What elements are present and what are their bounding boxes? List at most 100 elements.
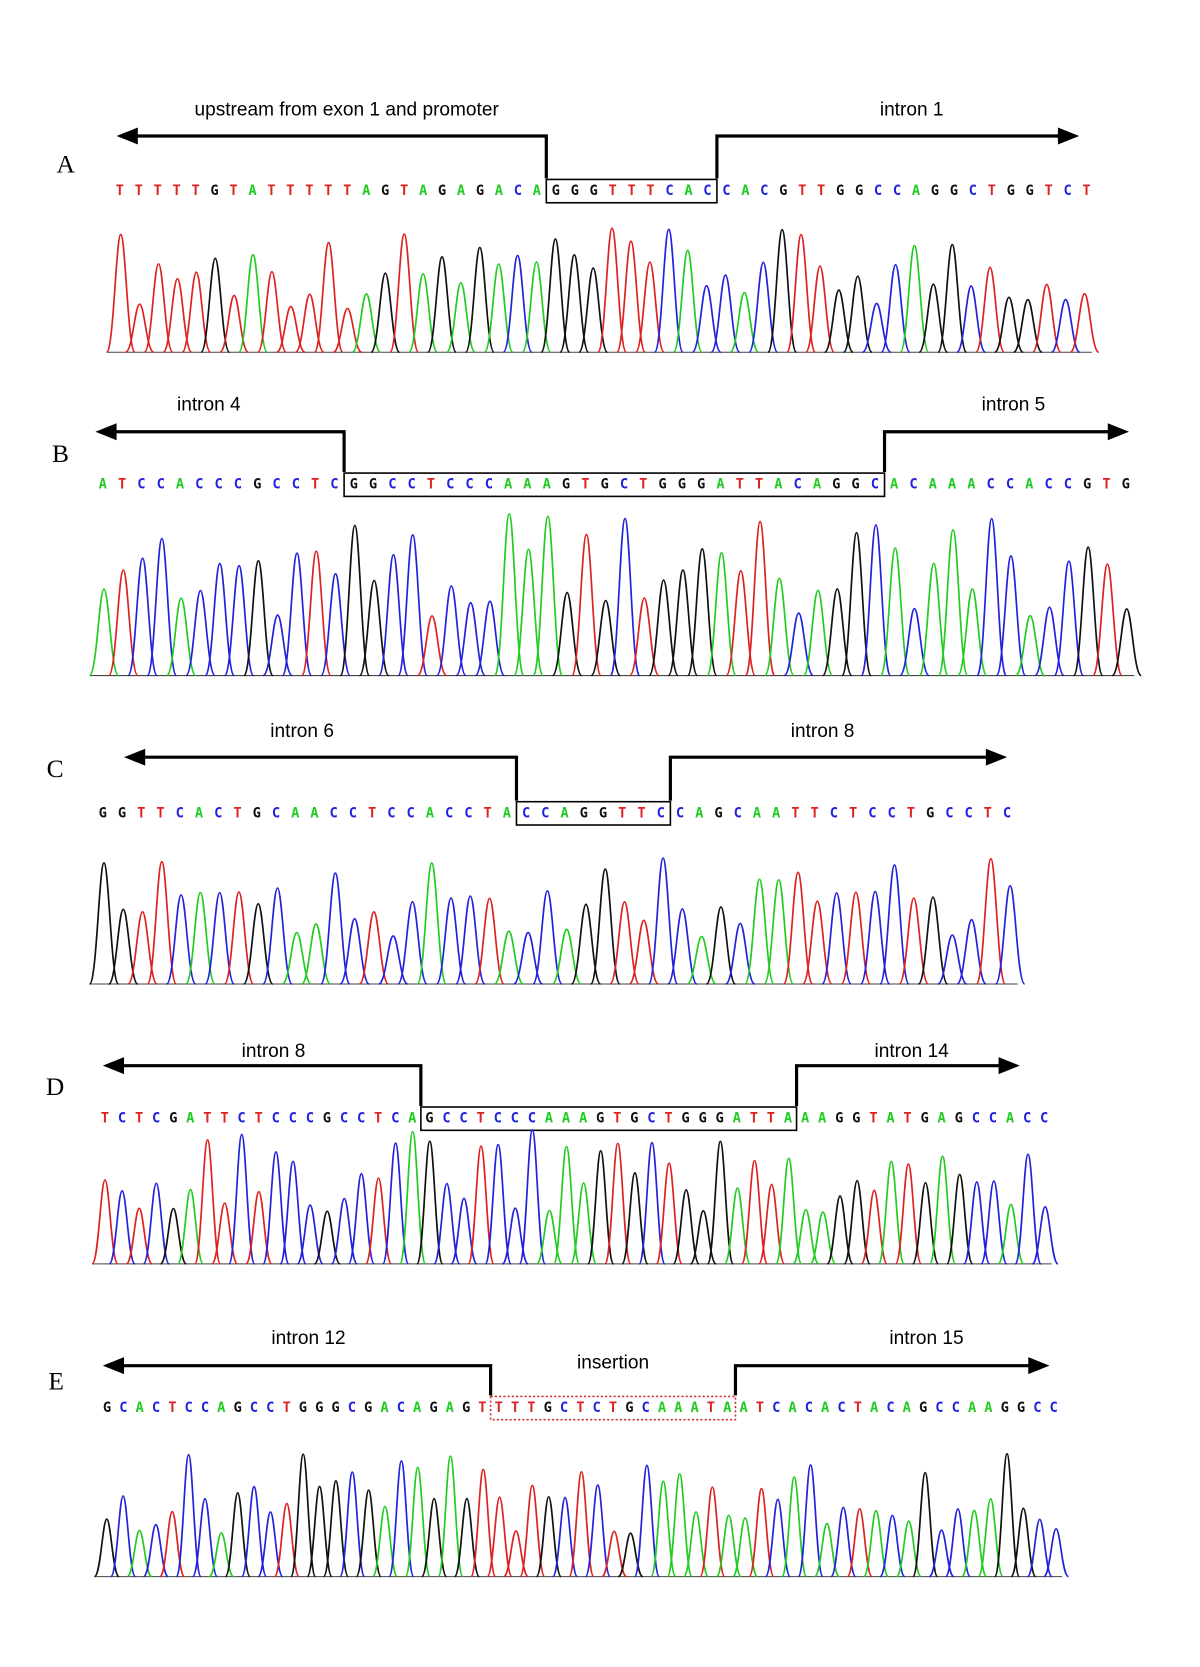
trace-peak	[846, 1508, 873, 1578]
trace-peak	[107, 569, 139, 677]
left-arrow	[121, 1064, 423, 1106]
trace-peak	[127, 557, 158, 677]
trace-peak	[339, 1471, 366, 1578]
trace-peak	[615, 240, 646, 354]
trace-peak	[744, 878, 775, 985]
arrow-head	[985, 748, 1008, 766]
trace-peak	[975, 266, 1006, 354]
trace-peak	[961, 1509, 988, 1578]
trace-peak	[995, 555, 1027, 677]
trace-peak	[404, 1466, 431, 1578]
trace-peak	[143, 262, 174, 354]
trace-peak	[744, 520, 776, 677]
trace-peak	[330, 1197, 358, 1265]
trace-peak	[185, 891, 216, 985]
trace-peak	[146, 537, 178, 677]
trace-peak	[397, 533, 429, 677]
trace-peak	[200, 257, 231, 354]
trace-peak	[862, 1509, 890, 1578]
trace-peak	[638, 1141, 666, 1265]
trace-peak	[1072, 546, 1104, 677]
trace-peak	[963, 1181, 991, 1265]
trace-peak	[1034, 606, 1065, 677]
trace-peak	[162, 277, 193, 354]
trace-peak	[486, 1496, 513, 1578]
trace-peak	[320, 872, 351, 985]
trace-peak	[802, 900, 833, 985]
trace-peak	[300, 550, 332, 677]
trace-peak	[578, 267, 609, 354]
trace-peak	[238, 253, 269, 354]
trace-peak	[956, 285, 987, 354]
trace-peak	[464, 246, 495, 354]
trace-peak	[1010, 1507, 1037, 1578]
trace-peak	[532, 889, 563, 985]
trace-peak	[633, 1464, 661, 1578]
trace-peak	[647, 857, 679, 985]
trace-peak	[242, 902, 274, 985]
trace-peak	[843, 1179, 871, 1265]
left-arrow	[143, 755, 519, 801]
trace-peak	[604, 1142, 632, 1265]
trace-peak	[93, 1518, 120, 1578]
trace-peak	[355, 1489, 382, 1578]
trace-peak	[723, 1187, 752, 1265]
trace-peak	[821, 892, 852, 985]
left-arrow	[135, 134, 548, 179]
panel-label: A	[57, 150, 76, 179]
trace-peak	[127, 910, 158, 985]
trace-peak	[758, 1183, 786, 1265]
trace-peak	[185, 589, 216, 677]
trace-peak	[655, 1162, 683, 1265]
trace-peak	[125, 1207, 153, 1265]
trace-peak	[1012, 298, 1043, 354]
left-region-label: intron 4	[177, 394, 241, 415]
trace-peak	[1031, 283, 1062, 354]
trace-peak	[388, 1460, 415, 1578]
trace-peak	[519, 1484, 546, 1578]
trace-peak	[535, 1495, 562, 1578]
trace-peak	[584, 1484, 611, 1578]
arrow-head	[102, 1357, 125, 1375]
right-arrow	[715, 134, 1061, 179]
trace-peak	[877, 1160, 905, 1265]
arrow-head	[1028, 1357, 1050, 1375]
trace-peak	[223, 891, 255, 985]
trace-peak	[976, 517, 1007, 677]
trace-peak	[944, 1508, 972, 1578]
trace-peak	[378, 553, 409, 677]
trace-peak	[667, 908, 698, 985]
trace-peak	[946, 1173, 974, 1265]
insertion-label: insertion	[577, 1353, 649, 1374]
trace-peak	[110, 1495, 137, 1578]
trace-peak	[88, 862, 120, 985]
trace-peak	[764, 1498, 791, 1578]
trace-peak	[706, 1140, 735, 1265]
trace-peak	[809, 1211, 837, 1265]
right-arrow	[794, 1064, 1001, 1106]
trace-peak	[879, 1514, 906, 1578]
trace-peak	[841, 531, 872, 677]
trace-peak	[455, 601, 486, 677]
trace-peak	[91, 1179, 119, 1265]
trace-peak	[470, 1468, 497, 1578]
trace-peak	[532, 515, 564, 677]
left-region-label: upstream from exon 1 and promoter	[194, 100, 499, 121]
trace-peak	[453, 1497, 480, 1578]
trace-peak	[358, 579, 390, 677]
trace-peak	[918, 283, 949, 354]
trace-peak	[347, 1173, 376, 1265]
trace-peak	[339, 917, 370, 985]
trace-peak	[552, 1145, 581, 1265]
arrow-head	[124, 748, 146, 766]
trace-peak	[706, 552, 737, 677]
trace-peak	[826, 1195, 854, 1265]
trace-peak	[551, 1496, 579, 1578]
